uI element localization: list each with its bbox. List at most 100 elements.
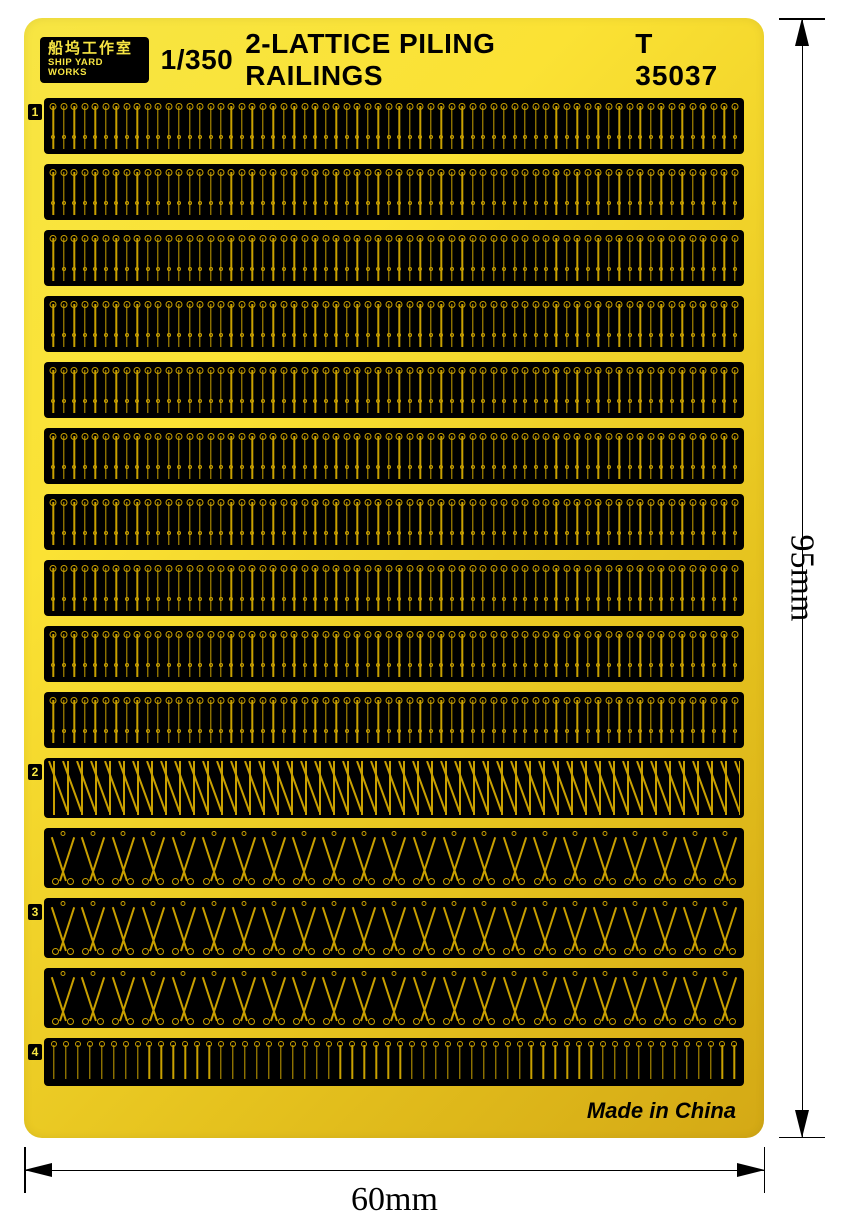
stanchion xyxy=(196,167,203,217)
stanchion xyxy=(102,431,109,481)
stanchion xyxy=(207,629,214,679)
stanchion xyxy=(280,101,287,151)
stanchion xyxy=(217,497,224,547)
stanchion xyxy=(175,233,182,283)
vertical-bar xyxy=(123,761,125,815)
short-pin xyxy=(372,1041,380,1083)
dimension-vertical: 95mm xyxy=(765,18,825,1138)
dim-height-label: 95mm xyxy=(783,535,821,622)
short-pin xyxy=(468,1041,476,1083)
stanchion xyxy=(395,299,402,349)
stanchion xyxy=(511,431,518,481)
stanchion xyxy=(668,167,675,217)
stanchion xyxy=(532,497,539,547)
stanchion xyxy=(238,233,245,283)
stanchion xyxy=(416,233,423,283)
stanchion xyxy=(731,167,738,217)
stanchion xyxy=(259,629,266,679)
stanchion xyxy=(521,497,528,547)
stanchion xyxy=(458,365,465,415)
stanchion xyxy=(70,101,77,151)
stanchion xyxy=(458,497,465,547)
vertical-bar xyxy=(669,761,671,815)
a-frame-pair xyxy=(441,831,467,885)
stanchion xyxy=(270,101,277,151)
dim-arrowhead xyxy=(24,1163,52,1177)
stanchion xyxy=(542,299,549,349)
stanchion xyxy=(668,233,675,283)
stanchion xyxy=(50,101,57,151)
stanchion xyxy=(427,431,434,481)
a-frame-pair xyxy=(592,901,618,955)
stanchion xyxy=(616,629,623,679)
stanchion xyxy=(291,497,298,547)
stanchion xyxy=(50,431,57,481)
stanchion xyxy=(322,365,329,415)
product-code: T 35037 xyxy=(635,28,740,92)
stanchion xyxy=(490,629,497,679)
stanchion xyxy=(647,629,654,679)
a-frame-pair xyxy=(351,971,377,1025)
vertical-bar xyxy=(445,761,447,815)
a-frame-pair xyxy=(200,901,226,955)
short-pin xyxy=(623,1041,631,1083)
stanchion xyxy=(133,365,140,415)
stanchion xyxy=(364,563,371,613)
stanchion xyxy=(605,167,612,217)
a-frame-pair xyxy=(200,971,226,1025)
stanchion xyxy=(301,101,308,151)
stanchion xyxy=(406,563,413,613)
a-frame-pair xyxy=(622,971,648,1025)
short-pin xyxy=(122,1041,130,1083)
stanchion xyxy=(511,167,518,217)
short-pin xyxy=(313,1041,321,1083)
stanchion xyxy=(469,233,476,283)
vertical-bar xyxy=(403,761,405,815)
a-frame-pair xyxy=(652,831,678,885)
stanchion xyxy=(406,101,413,151)
stanchion xyxy=(238,563,245,613)
short-pin xyxy=(384,1041,392,1083)
rail-row xyxy=(44,968,744,1028)
stanchion xyxy=(186,629,193,679)
stanchion xyxy=(249,233,256,283)
stanchion xyxy=(144,233,151,283)
stanchion xyxy=(658,497,665,547)
stanchion xyxy=(385,233,392,283)
stanchion xyxy=(616,431,623,481)
stanchion xyxy=(333,629,340,679)
stanchion xyxy=(490,563,497,613)
stanchion xyxy=(574,629,581,679)
stanchion xyxy=(553,497,560,547)
stanchion xyxy=(112,233,119,283)
stanchion xyxy=(595,365,602,415)
stanchion xyxy=(658,233,665,283)
stanchion xyxy=(605,431,612,481)
a-frame-pair xyxy=(80,901,106,955)
a-frame-pair xyxy=(562,831,588,885)
stanchion xyxy=(584,695,591,745)
short-pin xyxy=(217,1041,225,1083)
stanchion xyxy=(731,695,738,745)
rail-strip-type-c xyxy=(44,968,744,1028)
stanchion xyxy=(542,695,549,745)
stanchion xyxy=(249,431,256,481)
short-pin xyxy=(659,1041,667,1083)
stanchion xyxy=(710,695,717,745)
stanchion xyxy=(133,695,140,745)
stanchion xyxy=(658,563,665,613)
a-frame-pair xyxy=(471,901,497,955)
stanchion xyxy=(228,101,235,151)
stanchion xyxy=(437,365,444,415)
stanchion xyxy=(81,629,88,679)
stanchion xyxy=(259,695,266,745)
stanchion xyxy=(238,101,245,151)
stanchion xyxy=(427,167,434,217)
stanchion xyxy=(280,563,287,613)
stanchion xyxy=(416,431,423,481)
stanchion xyxy=(437,695,444,745)
stanchion xyxy=(91,563,98,613)
stanchion xyxy=(364,695,371,745)
stanchion xyxy=(144,431,151,481)
stanchion xyxy=(458,695,465,745)
